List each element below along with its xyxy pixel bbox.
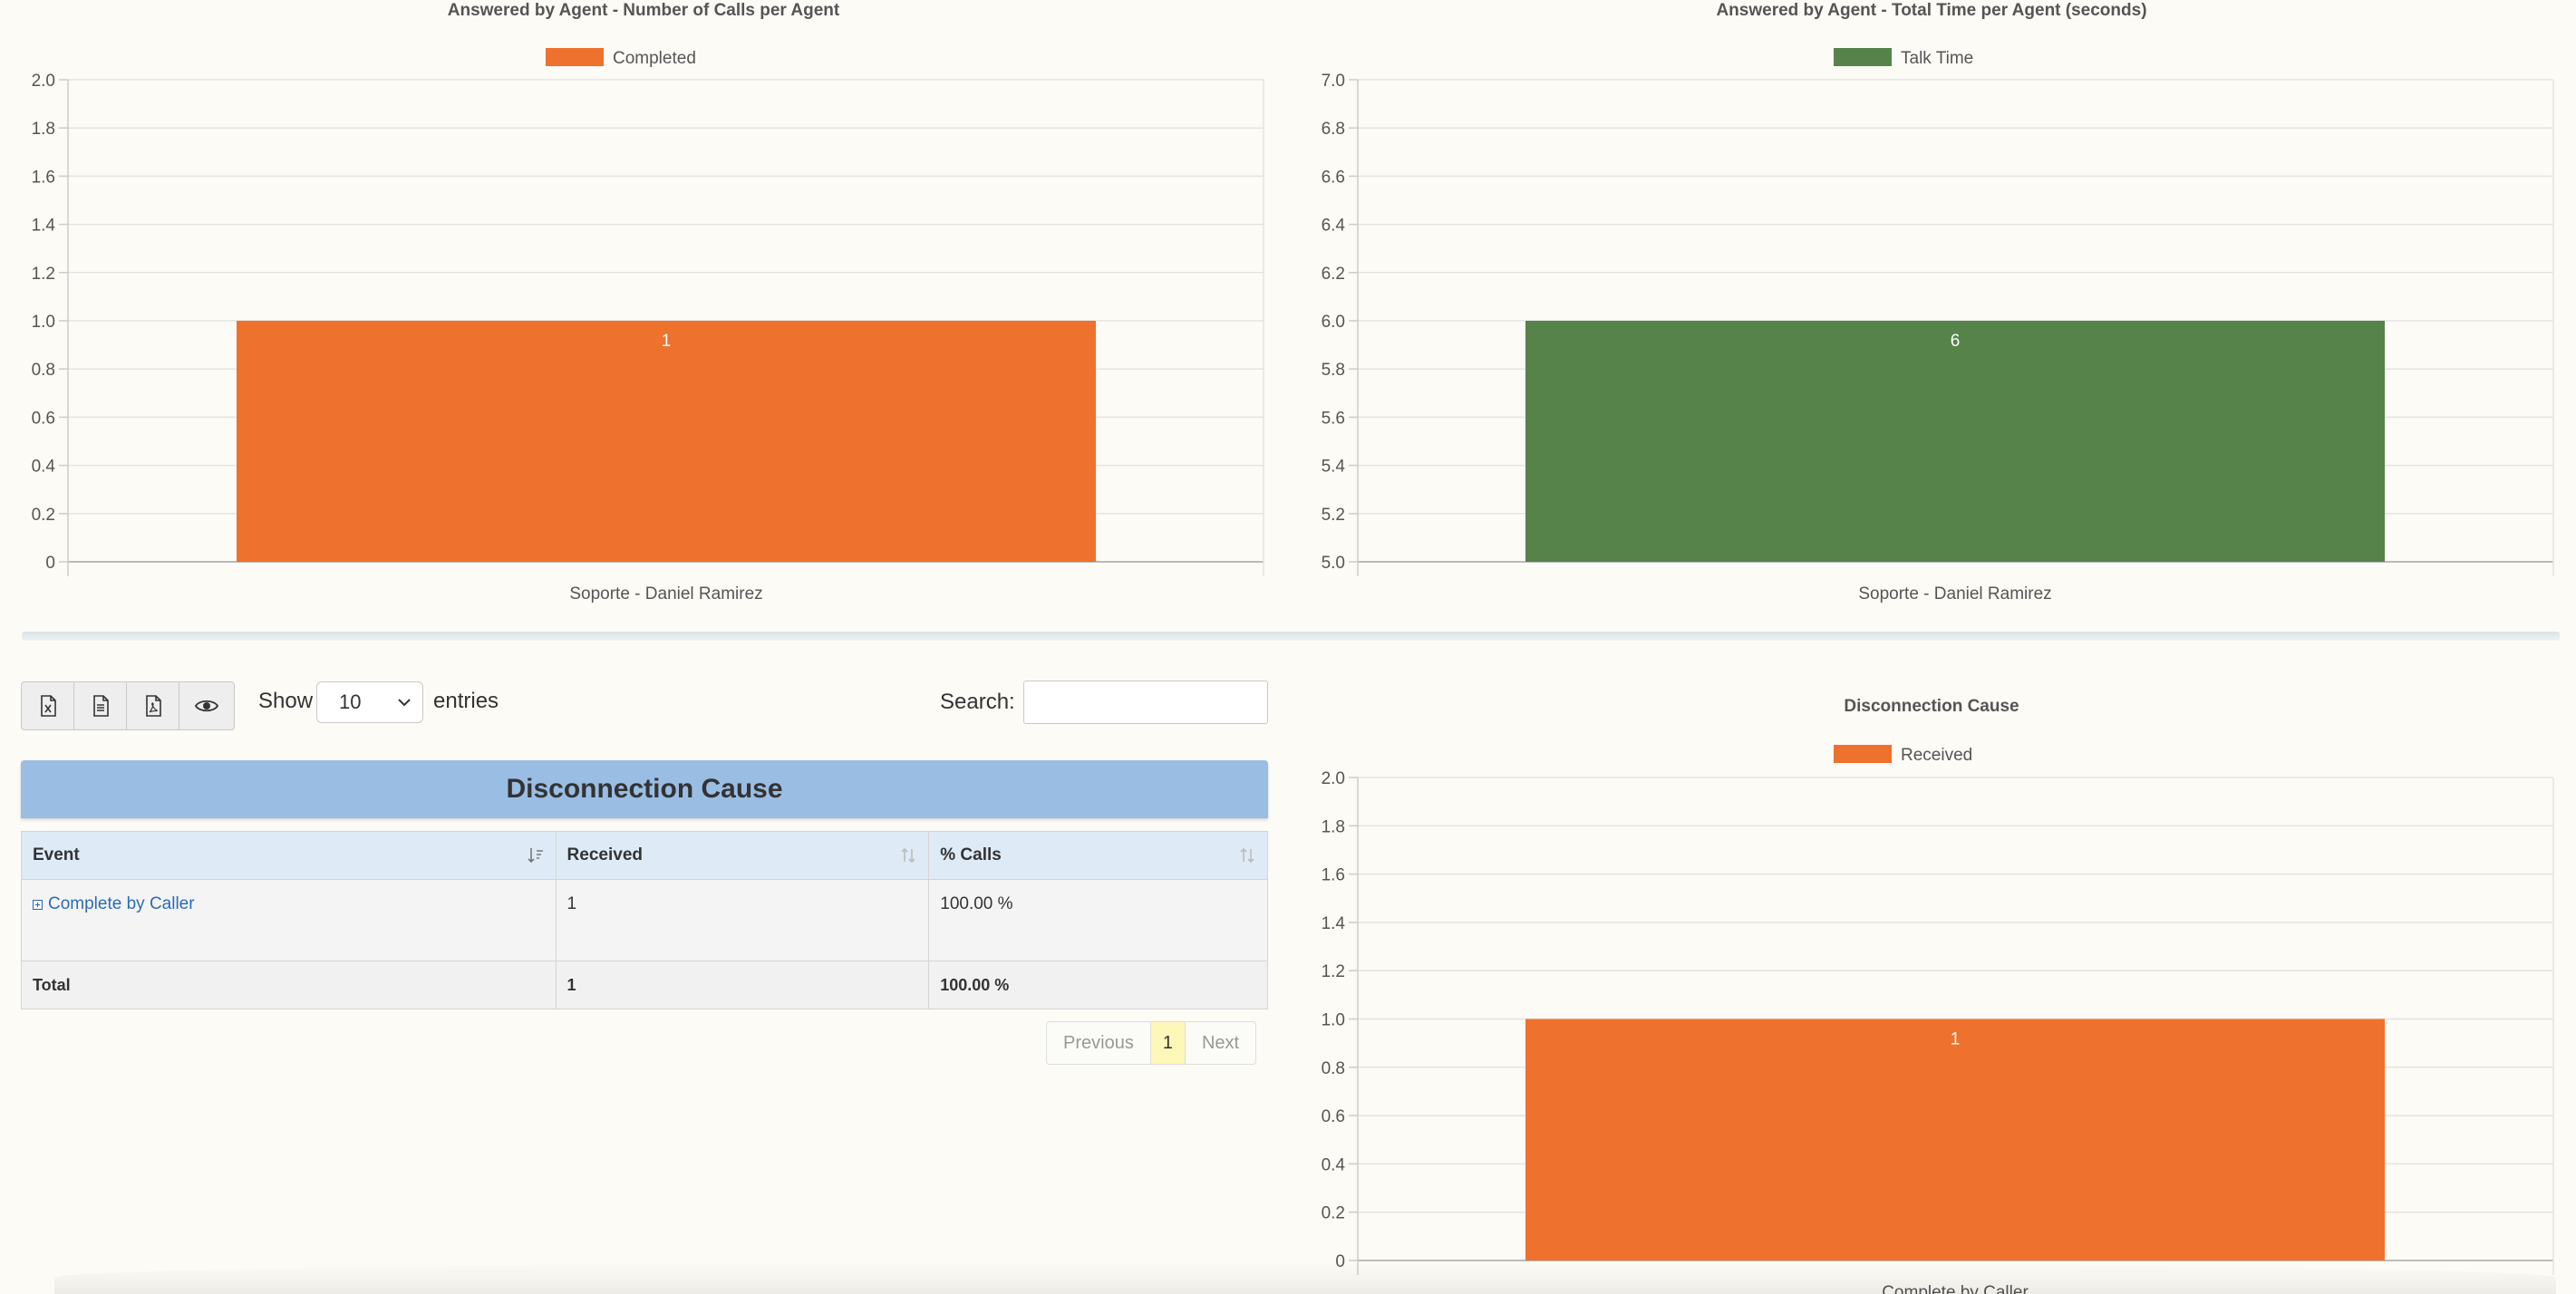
table-title: Disconnection Cause: [21, 760, 1268, 818]
expand-icon: [33, 899, 43, 910]
pdf-icon: [145, 695, 161, 717]
y-tick-label: 1.6: [1322, 866, 1345, 885]
total-row: Total 1 100.00 %: [21, 961, 1268, 1009]
page-1-button[interactable]: 1: [1150, 1022, 1186, 1064]
legend-swatch: [1834, 48, 1892, 66]
expand-event-link[interactable]: Complete by Caller: [33, 894, 195, 914]
y-tick-label: 2.0: [32, 72, 55, 91]
y-tick-label: 5.4: [1322, 458, 1346, 477]
legend-label: Talk Time: [1901, 49, 1973, 68]
sort-both-icon: [901, 847, 915, 864]
chart-title: Answered by Agent - Number of Calls per …: [448, 1, 840, 20]
y-tick-label: 0.4: [1322, 1155, 1346, 1174]
y-tick-label: 6.8: [1322, 120, 1345, 139]
x-category-label: Soporte - Daniel Ramirez: [1858, 584, 2051, 604]
y-tick-label: 1.8: [1322, 817, 1345, 836]
total-received: 1: [555, 961, 930, 1009]
percent-cell: 100.00 %: [928, 879, 1268, 961]
entries-per-page-select[interactable]: 10: [316, 681, 423, 723]
y-tick-label: 1.4: [32, 217, 56, 236]
csv-icon: [92, 695, 109, 717]
legend-swatch: [546, 48, 604, 66]
agent-calls-chart: Answered by Agent - Number of Calls per …: [32, 1, 1264, 604]
y-tick-label: 0.4: [32, 458, 56, 477]
next-page-button[interactable]: Next: [1201, 1032, 1240, 1053]
eye-icon: [195, 700, 218, 712]
csv-export-button[interactable]: [74, 682, 127, 729]
column-header-percent-calls[interactable]: % Calls: [928, 831, 1268, 880]
chart-title: Answered by Agent - Total Time per Agent…: [1716, 1, 2146, 20]
y-tick-label: 0.2: [32, 506, 55, 525]
y-tick-label: 5.8: [1322, 361, 1345, 380]
agent-time-chart: Answered by Agent - Total Time per Agent…: [1322, 1, 2554, 604]
y-tick-label: 6.2: [1322, 265, 1345, 284]
bar-data-label: 1: [1951, 1030, 1961, 1049]
y-tick-label: 5.2: [1322, 506, 1345, 525]
disconnection-table: Event Received % Calls: [21, 831, 1268, 1009]
sort-both-icon: [1240, 847, 1254, 864]
y-tick-label: 1.2: [32, 265, 55, 284]
bar: [1525, 1019, 2385, 1260]
search-input[interactable]: [1023, 681, 1268, 724]
y-tick-label: 5.0: [1322, 554, 1345, 573]
y-tick-label: 5.6: [1322, 409, 1345, 428]
entries-label: entries: [433, 689, 499, 713]
y-tick-label: 1.8: [32, 120, 55, 139]
event-cell: Complete by Caller: [21, 879, 557, 961]
x-category-label: Complete by Caller: [1882, 1283, 2029, 1294]
y-tick-label: 0.8: [32, 361, 55, 380]
y-tick-label: 0.6: [32, 409, 55, 428]
entries-select-value: 10: [339, 690, 362, 713]
excel-icon: [40, 695, 56, 717]
total-percent: 100.00 %: [928, 961, 1268, 1009]
chart-title: Disconnection Cause: [1844, 697, 2019, 716]
column-header-event[interactable]: Event: [21, 831, 557, 880]
y-tick-label: 1.0: [32, 313, 55, 332]
bottom-shadow: [54, 1261, 2556, 1294]
y-tick-label: 1.0: [1322, 1011, 1345, 1030]
total-label: Total: [21, 961, 557, 1009]
column-header-received[interactable]: Received: [555, 831, 930, 880]
y-tick-label: 0: [45, 554, 55, 573]
previous-page-button[interactable]: Previous: [1047, 1022, 1151, 1064]
section-divider: [22, 632, 2560, 641]
sort-ascending-icon: [527, 848, 543, 864]
legend-label: Completed: [613, 49, 696, 68]
disconnection-chart: Disconnection Cause Received 2.0 1.8 1.6 1.4 1…: [1322, 697, 2554, 1294]
y-tick-label: 1.4: [1322, 914, 1346, 933]
show-label: Show: [258, 689, 314, 713]
bar: [1525, 321, 2385, 562]
search-label: Search:: [940, 690, 1015, 714]
y-tick-label: 2.0: [1322, 769, 1345, 788]
y-tick-label: 7.0: [1322, 72, 1345, 91]
y-tick-label: 0.6: [1322, 1107, 1345, 1126]
y-tick-label: 1.6: [32, 168, 55, 187]
y-tick-label: 0.8: [1322, 1059, 1345, 1078]
pdf-export-button[interactable]: [127, 682, 179, 729]
legend-swatch: [1834, 745, 1892, 763]
x-category-label: Soporte - Daniel Ramirez: [569, 584, 762, 604]
table-row: Complete by Caller 1 100.00 %: [21, 879, 1268, 961]
y-tick-label: 6.6: [1322, 168, 1345, 187]
y-tick-label: 0.2: [1322, 1204, 1345, 1223]
bar-data-label: 6: [1951, 332, 1961, 351]
chevron-down-icon: [398, 699, 411, 707]
export-toolbar: [21, 681, 235, 730]
y-tick-label: 1.2: [1322, 962, 1345, 981]
received-cell: 1: [555, 879, 930, 961]
y-tick-label: 6.4: [1322, 217, 1346, 236]
bar: [237, 321, 1096, 562]
excel-export-button[interactable]: [22, 682, 74, 729]
bar-data-label: 1: [662, 332, 672, 351]
pagination: Previous 1 Next: [1046, 1021, 1257, 1065]
y-tick-label: 0: [1335, 1252, 1345, 1271]
y-tick-label: 6.0: [1322, 313, 1345, 332]
legend-label: Received: [1901, 746, 1972, 765]
column-visibility-button[interactable]: [179, 682, 234, 729]
